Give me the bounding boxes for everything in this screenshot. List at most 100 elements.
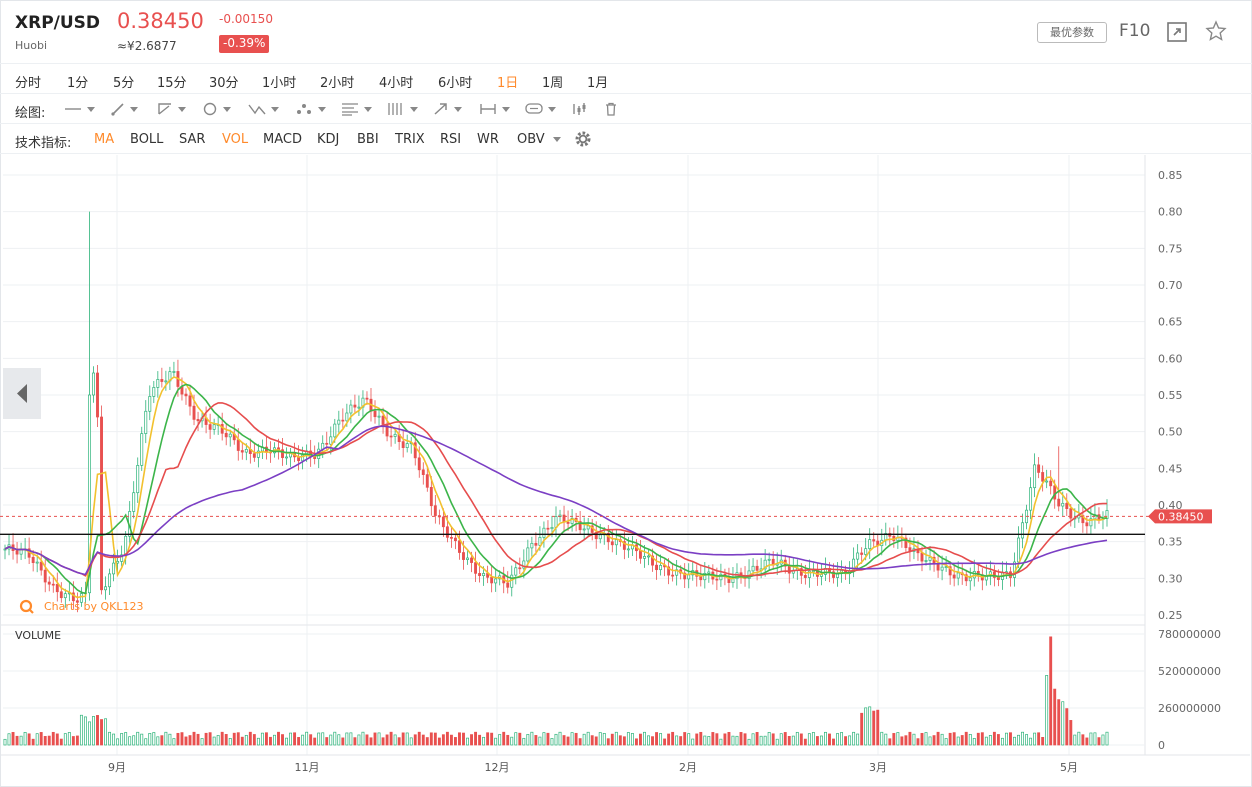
timeframe-1[interactable]: 1分 <box>67 76 89 91</box>
indicator-wr[interactable]: WR <box>477 132 499 147</box>
timeframe-2[interactable]: 5分 <box>113 76 135 91</box>
candle-body <box>341 419 345 422</box>
indicator-bbi[interactable]: BBI <box>357 132 379 147</box>
volume-bar <box>791 735 795 746</box>
price-tick-7: 0.50 <box>1158 426 1183 439</box>
volume-bar <box>333 731 337 746</box>
indicator-boll[interactable]: BOLL <box>130 132 164 147</box>
volume-bar <box>868 706 872 746</box>
volume-bar <box>675 735 679 746</box>
candle-body <box>671 574 675 577</box>
volume-bar <box>928 736 932 746</box>
candle-body <box>1057 498 1061 507</box>
volume-bar <box>429 732 433 746</box>
volume-tick-1: 520000000 <box>1158 665 1221 678</box>
candle-body <box>872 539 876 542</box>
pattern-tool-icon[interactable] <box>295 99 326 119</box>
candle-body <box>522 560 526 569</box>
candle-body <box>940 566 944 571</box>
volume-bar <box>277 731 280 746</box>
comment-tool-icon[interactable] <box>525 99 556 119</box>
timeframe-11[interactable]: 1月 <box>587 76 609 91</box>
volume-bar <box>341 737 345 746</box>
volume-bar <box>590 735 594 746</box>
arrow-tool-icon[interactable] <box>433 99 462 119</box>
candle-body <box>47 581 51 585</box>
circle-tool-icon[interactable] <box>202 99 231 119</box>
fullscreen-icon[interactable] <box>1166 21 1188 43</box>
volume-bar <box>425 737 429 746</box>
volume-bar <box>200 738 204 746</box>
volume-bar <box>345 732 349 746</box>
candle-body <box>39 561 43 571</box>
timeframe-3[interactable]: 15分 <box>157 76 187 91</box>
chart-type-icon[interactable] <box>571 99 587 119</box>
candle-body <box>413 442 417 459</box>
ma-line-ma60 <box>4 425 1108 576</box>
volume-bar <box>498 734 502 746</box>
timeframe-0[interactable]: 分时 <box>15 76 42 91</box>
star-icon[interactable] <box>1205 20 1227 42</box>
volume-bar <box>256 737 260 746</box>
volume-bar <box>1017 734 1020 746</box>
candle-body <box>1105 510 1109 519</box>
last-price: 0.38450 <box>117 9 204 33</box>
indicator-obv[interactable]: OBV <box>517 132 545 147</box>
candle-body <box>972 571 976 579</box>
candle-body <box>1037 464 1041 473</box>
scroll-left-button[interactable] <box>3 368 41 419</box>
timeframe-9[interactable]: 1日 <box>497 76 519 91</box>
volume-bar <box>715 733 719 746</box>
price-chart[interactable]: 0.85 0.80 0.75 0.70 0.65 0.60 0.55 0.50 0.45 0.40… <box>0 155 1250 787</box>
fib-tool-icon[interactable] <box>341 99 372 119</box>
volume-bar <box>526 734 530 746</box>
obv-dropdown-caret[interactable] <box>553 137 561 142</box>
volume-bar <box>3 738 7 746</box>
gear-icon[interactable] <box>574 130 592 148</box>
range-tool-icon[interactable] <box>479 99 510 119</box>
indicator-ma[interactable]: MA <box>94 132 115 147</box>
candle-body <box>100 416 103 591</box>
volume-bar <box>132 735 136 746</box>
indicator-trix[interactable]: TRIX <box>395 132 425 147</box>
volume-bar <box>381 737 385 746</box>
timeframe-5[interactable]: 1小时 <box>262 76 297 91</box>
f10-button[interactable]: F10 <box>1119 21 1151 41</box>
date-tick-1: 11月 <box>295 761 320 774</box>
indicator-macd[interactable]: MACD <box>263 132 302 147</box>
timeframe-6[interactable]: 2小时 <box>320 76 355 91</box>
candle-body <box>164 380 168 383</box>
candle-body <box>337 419 341 425</box>
volume-bar <box>108 731 112 746</box>
volume-bar <box>980 732 984 746</box>
candle-body <box>968 577 972 582</box>
candle-body <box>1029 487 1033 511</box>
pencil-tool-icon[interactable] <box>111 99 138 119</box>
timeframe-4[interactable]: 30分 <box>209 76 239 91</box>
timeframe-8[interactable]: 6小时 <box>438 76 473 91</box>
indicator-sar[interactable]: SAR <box>179 132 206 147</box>
volume-bar <box>409 737 413 746</box>
candle-body <box>188 395 192 407</box>
ray-tool-icon[interactable] <box>157 99 186 119</box>
trash-icon[interactable] <box>604 99 618 119</box>
timeframe-bar: 分时 1分 5分 15分 30分 1小时 2小时 4小时 6小时 1日 1周 1月 <box>0 64 1252 94</box>
candle-body <box>856 552 860 560</box>
line-tool-icon[interactable] <box>64 99 95 119</box>
timeframe-7[interactable]: 4小时 <box>379 76 414 91</box>
volume-bar <box>172 738 176 746</box>
candle-body <box>924 560 928 562</box>
timeframe-10[interactable]: 1周 <box>542 76 564 91</box>
gann-tool-icon[interactable] <box>387 99 418 119</box>
date-tick-0: 9月 <box>108 761 126 774</box>
path-tool-icon[interactable] <box>248 99 279 119</box>
volume-bar <box>671 731 675 746</box>
indicator-kdj[interactable]: KDJ <box>317 132 340 147</box>
candle-body <box>192 405 196 420</box>
indicator-vol[interactable]: VOL <box>222 132 249 147</box>
volume-bar <box>514 732 518 746</box>
indicator-rsi[interactable]: RSI <box>440 132 462 147</box>
candle-body <box>429 486 433 507</box>
optimal-params-button[interactable]: 最优参数 <box>1037 22 1107 43</box>
volume-bar <box>397 737 401 746</box>
